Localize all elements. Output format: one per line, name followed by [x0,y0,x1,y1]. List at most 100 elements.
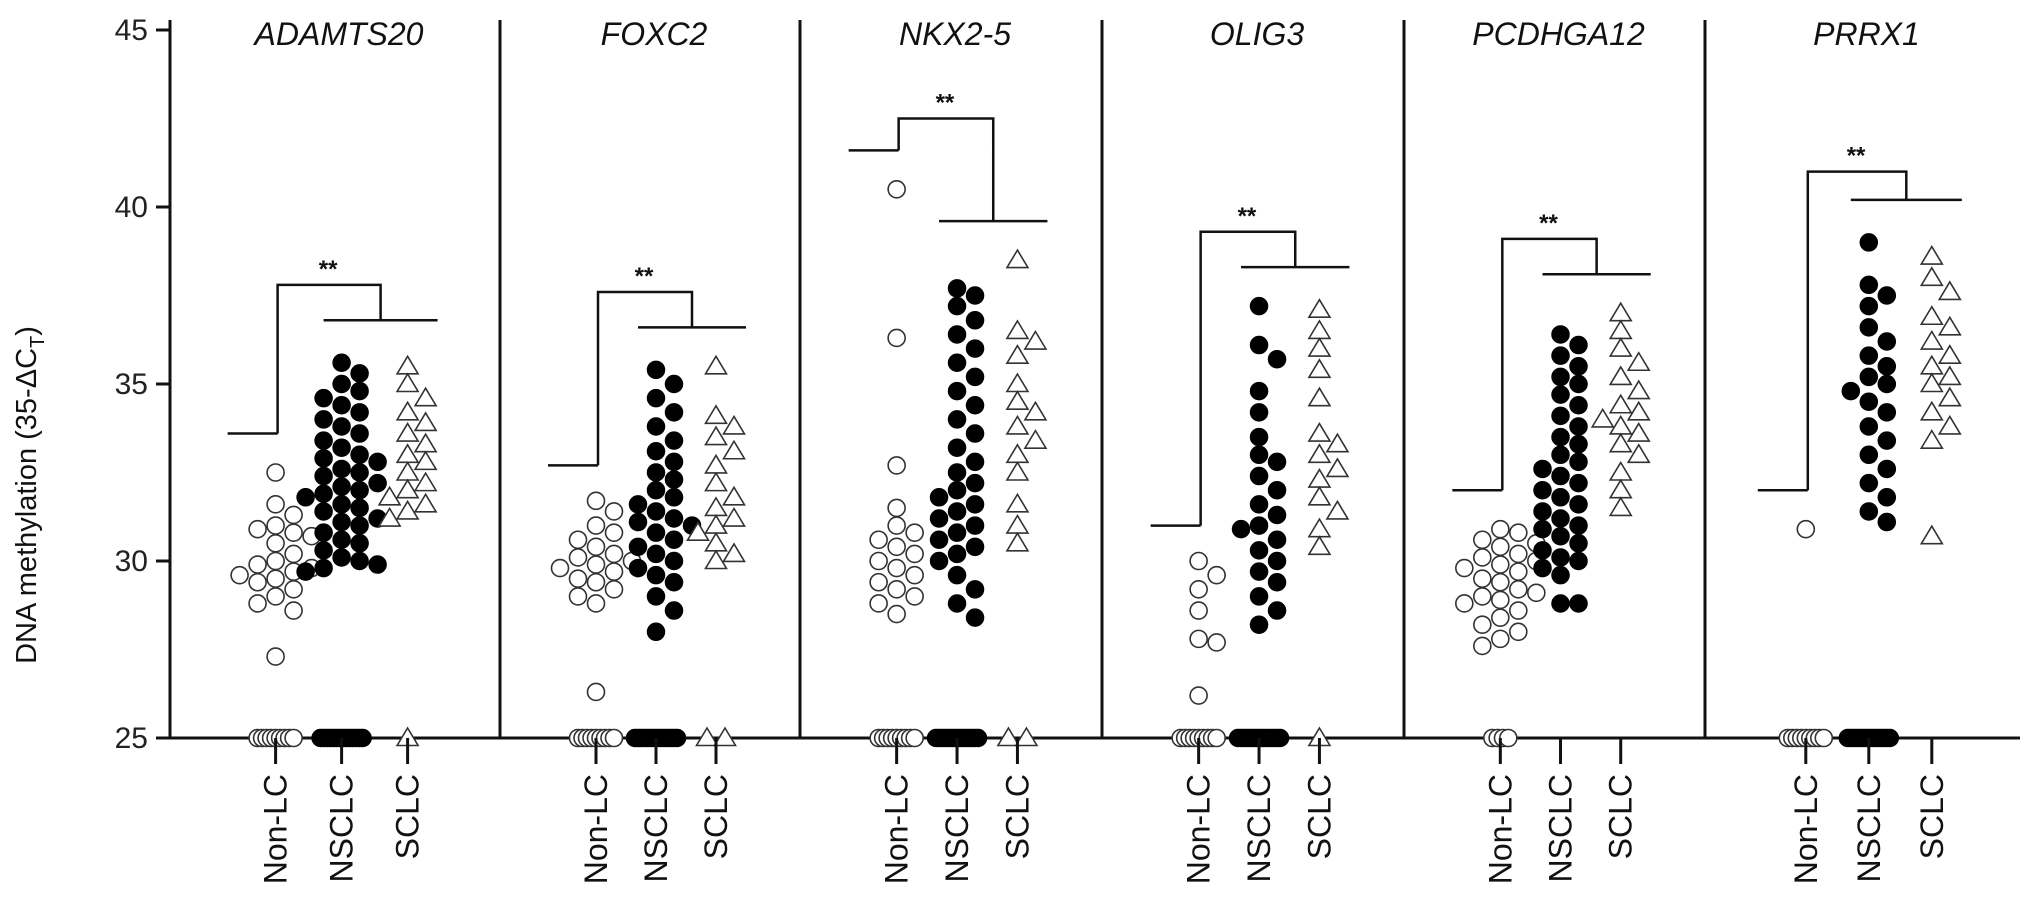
data-point [1499,728,1518,748]
data-point [965,424,985,443]
data-point [1919,429,1944,449]
data-point [413,432,438,453]
data-point [350,480,369,500]
data-point [1608,365,1633,386]
data-point [628,558,648,578]
data-point [869,572,888,592]
data-point [1005,390,1030,411]
category-label: Non-LC [1788,774,1824,884]
series-non-lc [550,491,642,748]
panel-title: FOXC2 [601,16,708,52]
data-point [1919,266,1944,287]
series-sclc [1307,298,1350,747]
data-point [965,516,985,535]
data-point [1267,349,1287,369]
series-non-lc [230,463,321,748]
data-point [266,647,285,666]
data-point [1626,379,1651,400]
data-point [704,549,728,570]
data-point [350,424,369,443]
data-point [1533,502,1552,521]
data-point [314,410,333,429]
data-point [1877,431,1897,450]
data-point [887,180,906,199]
data-point [1626,422,1651,442]
data-point [395,354,420,375]
data-point [646,463,666,482]
data-point [1569,374,1588,394]
data-point [968,728,988,748]
significance-bracket [1452,237,1651,492]
data-point [1937,386,1962,407]
data-point [1249,445,1269,465]
data-point [905,587,924,606]
data-point [905,728,924,748]
data-point [1023,429,1048,449]
data-point [646,544,666,564]
data-point [1509,622,1528,642]
data-point [1569,417,1588,436]
data-point [413,471,438,492]
data-point [284,601,303,620]
significance-bracket [1150,230,1350,527]
data-point [1509,544,1528,564]
data-point [1877,332,1897,351]
data-point [413,492,438,513]
data-point [332,353,351,373]
data-point [296,562,315,581]
data-point [248,555,267,574]
data-point [586,572,606,592]
data-point [869,594,888,613]
data-point [1307,535,1332,556]
data-point [1608,393,1633,414]
data-point [646,587,666,606]
data-point [686,521,710,541]
category-label: NSCLC [939,774,975,882]
data-point [1509,523,1528,542]
data-point [965,339,985,358]
category-label: SCLC [999,774,1035,859]
data-point [1877,512,1897,532]
significance-label: ** [1539,210,1558,237]
data-point [332,417,351,436]
data-point [1249,296,1269,316]
data-point [413,386,438,407]
data-point [1608,337,1633,357]
data-point [1491,555,1510,574]
data-point [646,442,666,461]
data-point [1249,541,1269,560]
data-point [332,438,351,457]
data-point [350,364,369,383]
data-point [1307,319,1332,340]
panel-title: PRRX1 [1813,16,1920,52]
data-point [1859,296,1879,316]
data-point [1491,519,1510,539]
category-label: SCLC [1301,774,1337,859]
data-point [1533,459,1552,479]
data-point [1249,562,1269,581]
data-point [947,296,967,316]
data-point [296,488,315,507]
data-point [704,354,728,375]
data-point [1551,406,1570,426]
category-label: SCLC [698,774,734,859]
data-point [1207,633,1226,652]
data-point [1014,726,1039,747]
data-point [395,460,420,481]
data-point [1569,335,1588,355]
data-point [887,558,906,578]
panel-prrx1: PRRX1 ** Non-LC NSCLC SCLC [1703,16,1962,884]
data-point [368,452,387,472]
data-point [1608,319,1633,340]
data-point [314,523,333,542]
data-point [1608,301,1633,322]
data-point [1249,615,1269,634]
data-point [377,485,402,506]
panel-title: ADAMTS20 [253,16,424,52]
data-point [1455,558,1474,578]
data-point [646,480,666,500]
data-point [1919,524,1944,545]
data-point [1491,572,1510,592]
data-point [1859,417,1879,436]
data-point [1859,367,1879,387]
